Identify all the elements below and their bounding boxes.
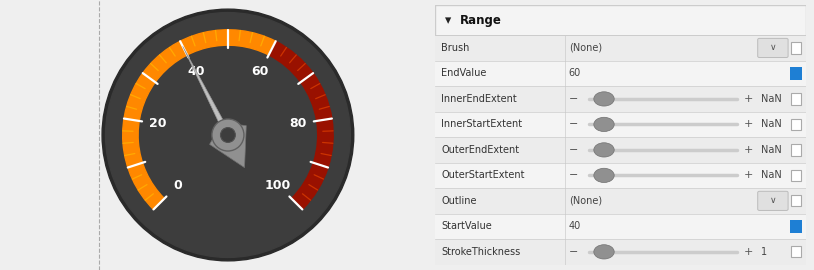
Text: NaN: NaN [761,94,782,104]
Polygon shape [182,46,236,147]
FancyBboxPatch shape [758,38,788,58]
Text: StrokeThickness: StrokeThickness [441,247,520,257]
Bar [435,61,806,86]
Bar [791,170,801,181]
Text: 0: 0 [173,179,182,192]
Bar [435,214,806,239]
Wedge shape [269,41,333,210]
Wedge shape [123,30,276,210]
Bar [435,188,806,214]
Text: 100: 100 [265,179,291,192]
Text: Outline: Outline [441,196,476,206]
Bar [435,239,806,265]
Bar [435,35,806,61]
Text: OuterEndExtent: OuterEndExtent [441,145,519,155]
Text: +: + [744,94,754,104]
Text: −: − [569,145,578,155]
Text: EndValue: EndValue [441,68,487,79]
Bar [435,112,806,137]
Text: NaN: NaN [761,170,782,180]
Text: ∨: ∨ [769,43,777,52]
Text: 60: 60 [252,65,269,78]
Bar [435,86,806,112]
Text: StartValue: StartValue [441,221,492,231]
Text: +: + [744,170,754,180]
Text: NaN: NaN [761,145,782,155]
Bar [435,137,806,163]
Circle shape [593,143,615,157]
Circle shape [212,119,244,151]
Text: 1: 1 [761,247,768,257]
FancyBboxPatch shape [435,5,806,265]
Text: −: − [569,119,578,129]
Bar [791,195,801,207]
Text: 40: 40 [187,65,204,78]
Text: +: + [744,145,754,155]
Bar [791,144,801,156]
Circle shape [102,9,354,261]
Circle shape [221,127,235,143]
Bar [435,163,806,188]
Text: OuterStartExtent: OuterStartExtent [441,170,524,180]
Text: 20: 20 [149,117,167,130]
Text: 80: 80 [289,117,307,130]
Text: (None): (None) [569,196,602,206]
Text: −: − [569,94,578,104]
Text: Range: Range [460,14,501,27]
Circle shape [593,168,615,183]
Text: InnerStartExtent: InnerStartExtent [441,119,522,129]
Circle shape [593,92,615,106]
Bar [791,42,801,53]
Text: −: − [569,170,578,180]
Text: +: + [744,119,754,129]
Text: −: − [569,247,578,257]
Text: (None): (None) [569,43,602,53]
Bar [791,93,801,104]
Bar [791,246,801,258]
Text: 60: 60 [569,68,581,79]
Circle shape [106,13,350,257]
FancyBboxPatch shape [758,191,788,210]
Circle shape [593,245,615,259]
Text: ▾: ▾ [444,14,451,27]
Text: Brush: Brush [441,43,470,53]
Circle shape [593,117,615,131]
Text: +: + [744,247,754,257]
Text: NaN: NaN [761,119,782,129]
Bar [790,220,803,233]
Bar [791,119,801,130]
Text: InnerEndExtent: InnerEndExtent [441,94,517,104]
Polygon shape [209,123,247,168]
Text: 40: 40 [569,221,581,231]
Bar [790,67,803,80]
Text: ∨: ∨ [769,196,777,205]
